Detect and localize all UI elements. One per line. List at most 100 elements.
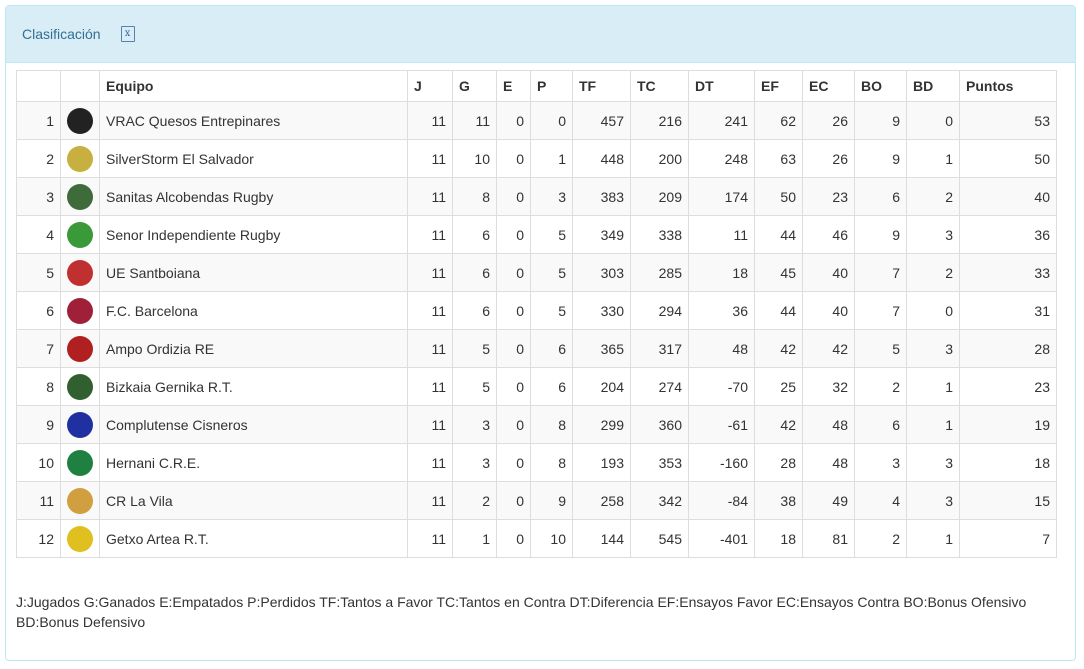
team-logo xyxy=(60,139,100,178)
stat-cell: 0 xyxy=(530,101,573,140)
position: 10 xyxy=(16,443,61,482)
stat-cell: 3 xyxy=(906,481,960,520)
position: 12 xyxy=(16,519,61,558)
stat-cell: 3 xyxy=(906,329,960,368)
table-row: 8 Bizkaia Gernika R.T. 11 5 0 6 204 274 -70 25 32 2… xyxy=(16,367,1057,406)
stat-cell: 81 xyxy=(802,519,855,558)
table-row: 2 SilverStorm El Salvador 11 10 0 1 448 200 248 6… xyxy=(16,139,1057,178)
stat-cell: 5 xyxy=(452,367,497,406)
column-header: BD xyxy=(906,70,960,102)
stat-cell: 9 xyxy=(854,101,907,140)
team-logo xyxy=(60,177,100,216)
stat-cell: 6 xyxy=(452,215,497,254)
position: 3 xyxy=(16,177,61,216)
stat-cell: 5 xyxy=(530,215,573,254)
stat-cell: 317 xyxy=(630,329,689,368)
stat-cell: 48 xyxy=(802,405,855,444)
team-logo xyxy=(60,367,100,406)
stat-cell: 18 xyxy=(959,443,1057,482)
stat-cell: 0 xyxy=(496,253,531,292)
team-name: Complutense Cisneros xyxy=(99,405,408,444)
stat-cell: 42 xyxy=(754,405,803,444)
stat-cell: 36 xyxy=(688,291,755,330)
stat-cell: 448 xyxy=(572,139,631,178)
stat-cell: -84 xyxy=(688,481,755,520)
team-name: Ampo Ordizia RE xyxy=(99,329,408,368)
team-logo xyxy=(60,329,100,368)
position: 6 xyxy=(16,291,61,330)
stat-cell: 40 xyxy=(802,291,855,330)
stat-cell: 1 xyxy=(906,139,960,178)
stat-cell: -160 xyxy=(688,443,755,482)
stat-cell: 0 xyxy=(906,101,960,140)
stat-cell: 330 xyxy=(572,291,631,330)
position: 7 xyxy=(16,329,61,368)
team-logo-icon xyxy=(67,145,93,172)
team-logo-icon xyxy=(67,449,93,476)
stat-cell: 49 xyxy=(802,481,855,520)
team-name: Hernani C.R.E. xyxy=(99,443,408,482)
stat-cell: 7 xyxy=(959,519,1057,558)
stat-cell: 303 xyxy=(572,253,631,292)
stat-cell: 0 xyxy=(496,139,531,178)
stat-cell: 209 xyxy=(630,177,689,216)
stat-cell: 0 xyxy=(906,291,960,330)
team-name: UE Santboiana xyxy=(99,253,408,292)
stat-cell: 18 xyxy=(754,519,803,558)
team-name: CR La Vila xyxy=(99,481,408,520)
table-row: 5 UE Santboiana 11 6 0 5 303 285 18 45 40 7 2 33 xyxy=(16,253,1057,292)
stat-cell: 342 xyxy=(630,481,689,520)
stat-cell: 40 xyxy=(959,177,1057,216)
stat-cell: 0 xyxy=(496,177,531,216)
stat-cell: 50 xyxy=(754,177,803,216)
stat-cell: 338 xyxy=(630,215,689,254)
column-header: BO xyxy=(854,70,907,102)
stat-cell: 6 xyxy=(452,253,497,292)
standings-table: Equipo J G E P TF TC DT EF EC BO BD Puntos 1 VRAC Que… xyxy=(16,70,1057,558)
stat-cell: 204 xyxy=(572,367,631,406)
stat-cell: -61 xyxy=(688,405,755,444)
stat-cell: 11 xyxy=(407,177,453,216)
stat-cell: 11 xyxy=(407,215,453,254)
stat-cell: 3 xyxy=(906,215,960,254)
column-header: EF xyxy=(754,70,803,102)
team-logo-icon xyxy=(67,373,93,400)
column-legend: J:Jugados G:Ganados E:Empatados P:Perdid… xyxy=(16,594,1027,630)
stat-cell: 33 xyxy=(959,253,1057,292)
excel-export-icon[interactable]: x xyxy=(120,26,135,42)
team-logo xyxy=(60,215,100,254)
stat-cell: 216 xyxy=(630,101,689,140)
stat-cell: 1 xyxy=(530,139,573,178)
stat-cell: 9 xyxy=(854,139,907,178)
table-row: 9 Complutense Cisneros 11 3 0 8 299 360 -61 42 48 6… xyxy=(16,405,1057,444)
stat-cell: 2 xyxy=(906,253,960,292)
stat-cell: 48 xyxy=(802,443,855,482)
stat-cell: 63 xyxy=(754,139,803,178)
team-name: Getxo Artea R.T. xyxy=(99,519,408,558)
stat-cell: 1 xyxy=(906,519,960,558)
stat-cell: 32 xyxy=(802,367,855,406)
stat-cell: 5 xyxy=(530,253,573,292)
stat-cell: 11 xyxy=(688,215,755,254)
team-logo xyxy=(60,253,100,292)
stat-cell: 11 xyxy=(407,291,453,330)
stat-cell: 360 xyxy=(630,405,689,444)
stat-cell: 1 xyxy=(906,405,960,444)
stat-cell: 26 xyxy=(802,139,855,178)
stat-cell: 8 xyxy=(452,177,497,216)
position: 2 xyxy=(16,139,61,178)
table-row: 1 VRAC Quesos Entrepinares 11 11 0 0 457 216 241… xyxy=(16,101,1057,140)
stat-cell: 144 xyxy=(572,519,631,558)
column-header: DT xyxy=(688,70,755,102)
position: 1 xyxy=(16,101,61,140)
stat-cell: 11 xyxy=(407,253,453,292)
team-logo-icon xyxy=(67,525,93,552)
stat-cell: 2 xyxy=(452,481,497,520)
stat-cell: 174 xyxy=(688,177,755,216)
stat-cell: 38 xyxy=(754,481,803,520)
stat-cell: 0 xyxy=(496,443,531,482)
position: 11 xyxy=(16,481,61,520)
stat-cell: 258 xyxy=(572,481,631,520)
stat-cell: 4 xyxy=(854,481,907,520)
stat-cell: 200 xyxy=(630,139,689,178)
